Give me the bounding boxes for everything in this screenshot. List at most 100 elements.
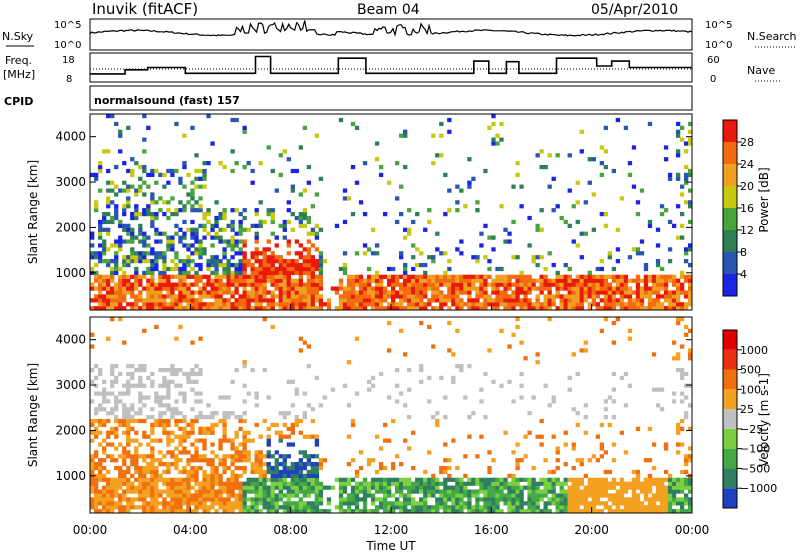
heatmap-cell	[106, 399, 111, 404]
heatmap-cell	[234, 231, 239, 236]
heatmap-cell	[663, 477, 669, 482]
heatmap-cell	[298, 505, 303, 510]
heatmap-cell	[386, 505, 392, 510]
heatmap-cell	[487, 450, 492, 455]
heatmap-cell	[150, 430, 155, 435]
heatmap-cell	[567, 298, 572, 303]
heatmap-cell	[162, 395, 167, 400]
heatmap-cell	[238, 247, 243, 252]
heatmap-cell	[535, 360, 540, 365]
heatmap-cell	[298, 251, 303, 256]
heatmap-cell	[194, 247, 199, 252]
heatmap-cell	[567, 294, 572, 299]
heatmap-cell	[126, 509, 131, 514]
x-tick-label: 16:00	[474, 523, 509, 537]
heatmap-cell	[130, 407, 135, 412]
heatmap-cell	[667, 485, 673, 490]
heatmap-cell	[447, 473, 452, 479]
heatmap-cell	[595, 501, 600, 506]
power-ylabel: Slant Range [km]	[26, 160, 40, 264]
heatmap-cell	[250, 298, 255, 303]
heatmap-cell	[463, 278, 468, 283]
heatmap-cell	[238, 426, 243, 431]
heatmap-cell	[238, 418, 243, 424]
heatmap-cell	[242, 129, 247, 134]
heatmap-cell	[202, 274, 207, 279]
heatmap-cell	[491, 298, 496, 303]
heatmap-cell	[667, 259, 673, 264]
y-tick-label: 3000	[55, 378, 86, 392]
heatmap-cell	[122, 208, 127, 213]
heatmap-cell	[407, 415, 412, 420]
heatmap-cell	[507, 497, 512, 502]
heatmap-cell	[675, 282, 681, 287]
heatmap-cell	[234, 465, 239, 471]
heatmap-cell	[483, 286, 488, 291]
heatmap-cell	[242, 259, 247, 264]
heatmap-cell	[298, 348, 303, 353]
heatmap-cell	[599, 501, 604, 506]
heatmap-cell	[258, 469, 263, 475]
heatmap-cell	[411, 243, 416, 248]
velocity-colorbar-label: Velocity [m s-1]	[757, 373, 771, 467]
heatmap-cell	[607, 294, 613, 299]
heatmap-cell	[234, 446, 239, 451]
heatmap-cell	[274, 485, 279, 490]
heatmap-cell	[386, 509, 392, 514]
heatmap-cell	[222, 422, 227, 428]
heatmap-cell	[178, 383, 183, 388]
heatmap-cell	[122, 450, 127, 455]
heatmap-cell	[122, 306, 127, 311]
heatmap-cell	[483, 493, 488, 498]
heatmap-cell	[170, 497, 175, 502]
heatmap-cell	[194, 450, 199, 455]
heatmap-cell	[671, 501, 677, 506]
heatmap-cell	[226, 298, 231, 303]
heatmap-cell	[487, 505, 492, 510]
heatmap-cell	[182, 426, 187, 431]
heatmap-cell	[126, 430, 131, 435]
heatmap-cell	[222, 227, 227, 232]
heatmap-cell	[142, 274, 147, 279]
heatmap-cell	[230, 454, 235, 459]
heatmap-cell	[439, 489, 444, 494]
heatmap-cell	[415, 274, 420, 279]
heatmap-cell	[443, 415, 448, 420]
heatmap-cell	[206, 274, 211, 279]
heatmap-cell	[262, 317, 267, 322]
heatmap-cell	[354, 391, 360, 396]
heatmap-cell	[567, 266, 572, 272]
heatmap-cell	[627, 172, 633, 178]
heatmap-cell	[202, 430, 207, 435]
heatmap-cell	[342, 251, 348, 256]
heatmap-cell	[675, 450, 681, 455]
heatmap-cell	[362, 302, 368, 307]
heatmap-cell	[286, 290, 291, 295]
heatmap-cell	[230, 247, 235, 252]
heatmap-cell	[459, 477, 464, 482]
heatmap-cell	[282, 278, 287, 283]
heatmap-cell	[382, 212, 388, 217]
heatmap-cell	[362, 505, 368, 510]
heatmap-cell	[354, 180, 360, 185]
heatmap-cell	[214, 278, 219, 283]
heatmap-cell	[423, 469, 428, 475]
heatmap-cell	[134, 259, 139, 264]
heatmap-cell	[178, 497, 183, 502]
heatmap-cell	[130, 282, 135, 287]
heatmap-cell	[114, 415, 119, 420]
heatmap-cell	[106, 231, 111, 236]
heatmap-cell	[419, 505, 424, 510]
heatmap-cell	[134, 255, 139, 260]
heatmap-cell	[495, 489, 500, 494]
date-title: 05/Apr/2010	[591, 2, 678, 18]
heatmap-cell	[370, 477, 376, 482]
heatmap-cell	[206, 262, 211, 268]
heatmap-cell	[266, 247, 271, 252]
heatmap-cell	[346, 481, 352, 486]
heatmap-cell	[162, 259, 167, 264]
heatmap-cell	[214, 477, 219, 482]
heatmap-cell	[647, 426, 653, 431]
heatmap-cell	[507, 481, 512, 486]
heatmap-cell	[238, 493, 243, 498]
